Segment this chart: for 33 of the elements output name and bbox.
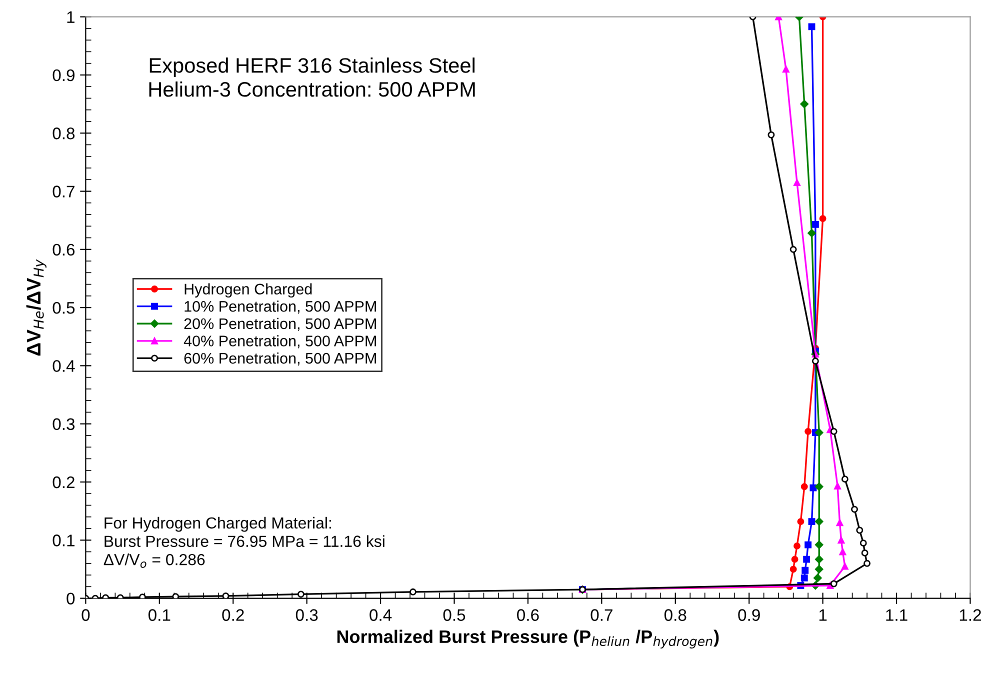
legend-label: 10% Penetration, 500 APPM	[184, 300, 376, 314]
y-tick-label: 0.3	[52, 418, 75, 430]
x-axis-title: Normalized Burst Pressure (P$_{heliun}$ /P$_{hydrogen}$)	[337, 630, 719, 648]
legend-label: 40% Penetration, 500 APPM	[184, 335, 376, 348]
x-tick-label: 1	[819, 609, 827, 621]
x-tick-label: 0.7	[590, 609, 612, 621]
y-tick-label: 0.1	[52, 534, 74, 546]
y-tick-label: 0.9	[52, 69, 74, 82]
x-tick-label: 0.6	[517, 609, 539, 621]
x-tick-label: 0.9	[738, 609, 760, 621]
x-tick-label: 0.5	[443, 609, 466, 621]
x-tick-label: 0.8	[664, 609, 686, 621]
y-tick-label: 0.2	[52, 476, 74, 488]
y-tick-label: 0	[66, 592, 75, 604]
x-tick-label: 0.4	[370, 609, 392, 621]
x-tick-label: 0.2	[222, 609, 244, 621]
legend-label: 60% Penetration, 500 APPM	[184, 352, 376, 366]
y-tick-label: 1	[67, 11, 74, 23]
y-tick-label: 0.5	[52, 302, 75, 314]
y-tick-label: 0.6	[52, 244, 75, 256]
y-tick-label: 0.8	[52, 128, 75, 140]
x-tick-label: 0	[82, 609, 90, 621]
x-tick-label: 0.1	[148, 609, 170, 621]
legend-label: Hydrogen Charged	[184, 283, 312, 298]
x-tick-label: 1.1	[886, 609, 908, 621]
annotation: Exposed HERF 316 Stainless Steel Helium-3 Concentration: 500 APPM	[149, 58, 475, 97]
annotation: For Hydrogen Charged Material: Burst Pressure = 76.95 MPa = 11.16 ksi ΔV/V$_{o}$ = 0.286	[104, 516, 384, 568]
y-tick-label: 0.7	[52, 186, 74, 198]
x-tick-label: 1.2	[960, 609, 981, 621]
y-axis-title: ΔV$_{He}$/ΔV$_{Hy}$	[26, 259, 46, 356]
x-tick-label: 0.3	[296, 609, 318, 621]
y-tick-label: 0.4	[52, 360, 75, 372]
legend-label: 20% Penetration, 500 APPM	[184, 318, 376, 331]
